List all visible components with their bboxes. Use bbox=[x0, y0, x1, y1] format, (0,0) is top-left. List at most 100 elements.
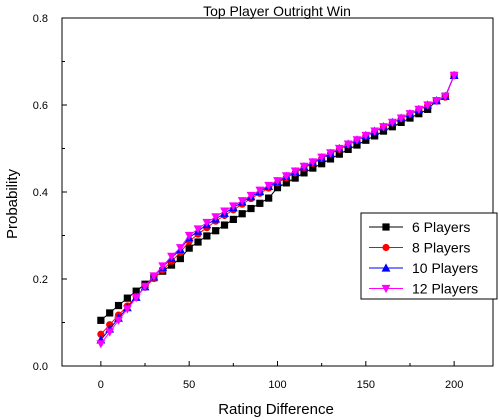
data-point bbox=[396, 114, 406, 123]
x-tick-label: 150 bbox=[357, 379, 375, 391]
data-point bbox=[361, 131, 371, 141]
data-point bbox=[371, 132, 379, 140]
data-point bbox=[114, 301, 123, 310]
data-point bbox=[247, 204, 255, 213]
data-point bbox=[97, 330, 105, 338]
data-point bbox=[97, 316, 105, 324]
series-4 bbox=[96, 71, 459, 349]
data-point bbox=[352, 136, 362, 145]
data-point bbox=[299, 162, 309, 171]
legend: 6 Players 8 Players 10 Players 12 Players bbox=[360, 212, 498, 300]
data-point bbox=[309, 164, 317, 172]
data-point bbox=[414, 105, 424, 114]
plot-frame bbox=[61, 17, 494, 367]
y-axis-title: Probability bbox=[4, 168, 21, 239]
data-point bbox=[184, 231, 194, 241]
data-point bbox=[318, 160, 326, 168]
data-point bbox=[238, 210, 246, 218]
data-point bbox=[326, 149, 335, 158]
data-point bbox=[202, 218, 212, 228]
legend-label: 6 Players bbox=[412, 219, 470, 235]
legend-item: 12 Players bbox=[369, 281, 478, 297]
data-point bbox=[282, 179, 290, 187]
data-point bbox=[405, 110, 415, 119]
data-point bbox=[432, 97, 441, 106]
data-point bbox=[326, 155, 335, 163]
data-point bbox=[290, 167, 300, 176]
y-tick-label: 0.0 bbox=[33, 361, 48, 373]
x-tick-label: 100 bbox=[268, 379, 286, 391]
data-point bbox=[220, 207, 229, 216]
y-tick-label: 0.6 bbox=[33, 100, 48, 112]
data-point bbox=[149, 272, 159, 281]
data-point bbox=[344, 145, 352, 153]
data-point bbox=[273, 184, 282, 192]
data-point bbox=[228, 202, 238, 211]
data-point bbox=[335, 150, 343, 158]
x-axis-title: Rating Difference bbox=[218, 401, 334, 418]
data-point bbox=[220, 221, 229, 229]
data-point bbox=[264, 181, 274, 191]
y-tick-label: 0.2 bbox=[33, 274, 48, 286]
data-point bbox=[203, 232, 211, 240]
legend-marker bbox=[382, 223, 390, 231]
data-point bbox=[237, 197, 247, 206]
data-point bbox=[387, 118, 397, 127]
data-point bbox=[370, 127, 380, 136]
data-point bbox=[131, 294, 141, 303]
data-point bbox=[265, 194, 273, 202]
y-tick-label: 0.8 bbox=[33, 13, 48, 25]
data-point bbox=[281, 172, 291, 181]
y-axis: 0.0 0.2 0.4 0.6 0.8 bbox=[33, 13, 67, 373]
data-point bbox=[167, 261, 176, 269]
data-point bbox=[114, 316, 123, 325]
data-point bbox=[158, 262, 168, 271]
legend-marker bbox=[381, 284, 391, 294]
data-point bbox=[106, 309, 114, 317]
data-point bbox=[175, 244, 185, 253]
data-point bbox=[449, 71, 459, 81]
data-point bbox=[246, 191, 256, 201]
data-point bbox=[122, 305, 132, 314]
legend-item: 6 Players bbox=[369, 219, 470, 235]
series-layer bbox=[96, 70, 459, 349]
series-3 bbox=[96, 70, 459, 344]
chart-title: Top Player Outright Win bbox=[203, 3, 351, 19]
x-tick-label: 0 bbox=[98, 379, 104, 391]
data-point bbox=[440, 92, 450, 101]
data-point bbox=[343, 140, 353, 149]
data-point bbox=[176, 254, 184, 263]
data-point bbox=[167, 252, 176, 261]
x-axis: 0 50 100 150 200 bbox=[98, 361, 463, 391]
data-point bbox=[132, 287, 140, 295]
data-point bbox=[96, 340, 106, 349]
data-point bbox=[229, 215, 237, 224]
data-point bbox=[105, 328, 115, 337]
data-point bbox=[185, 244, 193, 252]
y-tick-label: 0.4 bbox=[33, 187, 48, 199]
data-point bbox=[255, 186, 265, 195]
data-point bbox=[291, 174, 299, 182]
data-point bbox=[123, 294, 131, 302]
data-point bbox=[334, 144, 344, 154]
legend-marker bbox=[381, 263, 391, 272]
data-point bbox=[300, 169, 308, 177]
data-point bbox=[193, 225, 203, 234]
legend-label: 10 Players bbox=[412, 260, 478, 276]
data-point bbox=[362, 136, 370, 144]
data-point bbox=[317, 153, 327, 162]
legend-label: 8 Players bbox=[412, 240, 470, 256]
x-tick-label: 200 bbox=[445, 379, 463, 391]
legend-item: 8 Players bbox=[369, 240, 470, 256]
data-point bbox=[256, 199, 264, 207]
data-point bbox=[194, 238, 202, 246]
data-point bbox=[273, 177, 282, 186]
x-tick-label: 50 bbox=[183, 379, 195, 391]
legend-item: 10 Players bbox=[369, 260, 478, 276]
legend-label: 12 Players bbox=[412, 281, 478, 297]
data-point bbox=[308, 158, 318, 167]
data-point bbox=[140, 282, 150, 291]
data-point bbox=[353, 141, 361, 149]
data-point bbox=[211, 213, 221, 222]
